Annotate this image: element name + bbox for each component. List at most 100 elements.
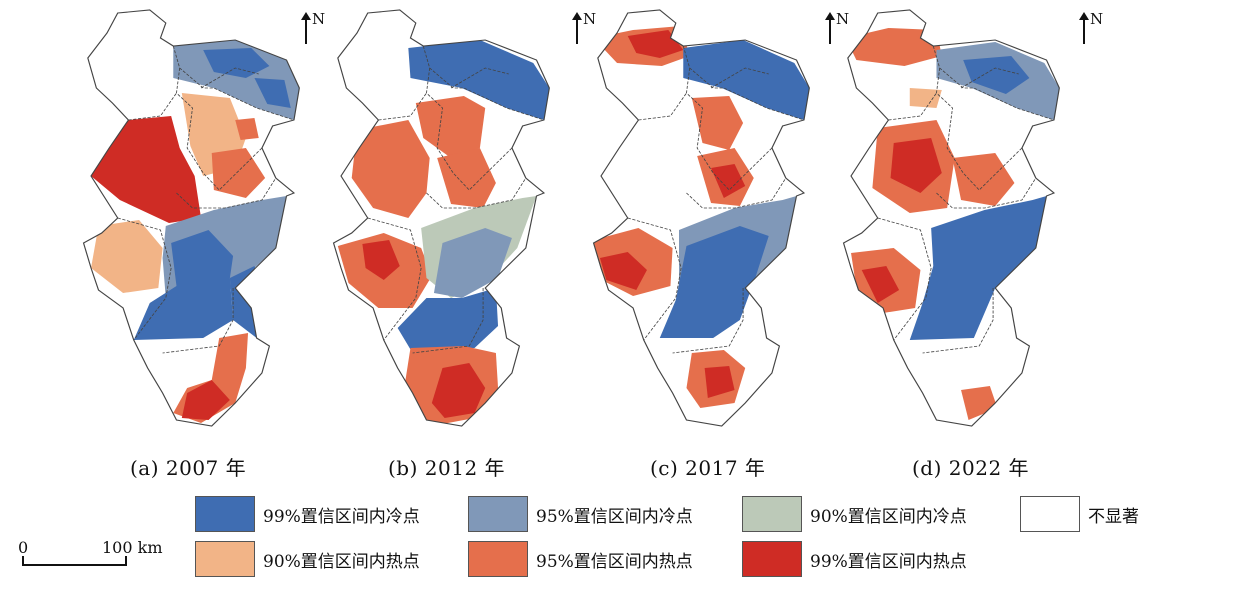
scale-bar: 0 100 km [18,538,178,572]
hotspot-area [909,88,942,108]
coldspot-area [683,40,810,120]
map-panel-2017 [585,8,820,428]
legend-item: 99%置信区间内冷点 [195,495,420,533]
county-boundary [378,92,427,121]
legend-item: 90%置信区间内冷点 [742,495,967,533]
hotspot-area [91,220,163,293]
hotspot-area [362,240,400,280]
hotspot-area [437,148,496,208]
hotspot-area [845,28,942,66]
legend-swatch [195,541,255,577]
county-boundary [936,67,1023,191]
hotspot-area [91,116,202,223]
county-boundary [128,92,177,121]
north-arrow-icon: N [301,10,326,48]
north-arrow-icon: N [572,10,597,48]
region-base [843,10,1060,426]
hotspot-area [351,120,430,218]
county-boundary [686,177,787,209]
scale-end-label: 100 km [102,538,163,557]
legend-swatch [742,496,802,532]
scale-zero-label: 0 [18,538,29,557]
hotspot-area [704,366,735,398]
legend-label: 99%置信区间内冷点 [263,506,420,527]
choropleth-map [592,9,810,427]
county-boundary [200,67,259,89]
legend-swatch [1020,496,1080,532]
county-boundary [162,288,234,354]
hotspot-area [952,153,1015,206]
coldspot-area [659,226,769,338]
legend-label: 95%置信区间内热点 [536,551,693,572]
coldspot-area [408,40,550,120]
choropleth-map [842,9,1060,427]
map-panel-2012 [325,8,560,428]
hotspot-area [415,96,486,158]
hotspot-area [691,96,744,150]
region-outline [842,9,1060,427]
legend-item: 95%置信区间内冷点 [468,495,693,533]
region-outline [592,9,810,427]
region-outline [332,9,550,427]
hotspot-area [211,148,266,198]
coldspot-area [963,56,1030,94]
hotspot-area [711,164,746,198]
panel-caption: (b) 2012 年 [388,456,506,480]
legend-item: 90%置信区间内热点 [195,540,420,578]
county-boundary [426,177,527,209]
county-boundary [176,177,277,209]
coldspot-area [397,288,499,353]
hotspot-area [599,252,647,290]
county-boundary [686,67,773,191]
county-boundary [710,67,769,89]
county-boundary [627,217,682,341]
county-boundary [117,217,172,341]
legend-label: 90%置信区间内冷点 [810,506,967,527]
county-boundary [638,92,687,121]
hotspot-area [890,138,942,193]
legend-label: 99%置信区间内热点 [810,551,967,572]
map-panel-2007 [75,8,310,428]
county-boundary [412,288,484,354]
legend-swatch [742,541,802,577]
legend-label: 90%置信区间内热点 [263,551,420,572]
choropleth-map [332,9,550,427]
county-boundary [888,92,937,121]
county-boundary [682,45,805,121]
coldspot-area [909,196,1047,340]
county-boundary [932,45,1055,121]
region-outline [82,9,300,427]
county-boundary [367,217,422,341]
county-boundary [877,217,932,341]
legend-swatch [468,541,528,577]
hotspot-area [627,30,684,58]
north-arrow-icon: N [1079,10,1104,48]
coldspot-area [203,48,270,78]
panel-caption: (d) 2022 年 [912,456,1030,480]
legend-item: 99%置信区间内热点 [742,540,967,578]
county-boundary [960,67,1019,89]
north-arrow-icon: N [825,10,850,48]
county-boundary [672,288,744,354]
hotspot-area [431,363,486,418]
county-boundary [922,288,994,354]
coldspot-area [254,78,291,108]
county-boundary [422,45,545,121]
panel-caption: (c) 2017 年 [650,456,766,480]
county-boundary [172,45,295,121]
legend-swatch [195,496,255,532]
choropleth-map [82,9,300,427]
county-boundary [936,177,1037,209]
county-boundary [426,67,513,191]
map-panel-2022 [835,8,1070,428]
county-boundary [176,67,263,191]
legend-item: 不显著 [1020,495,1139,533]
coldspot-area [133,230,234,340]
legend-label: 不显著 [1088,506,1139,527]
legend-label: 95%置信区间内冷点 [536,506,693,527]
panel-caption: (a) 2007 年 [130,456,247,480]
county-boundary [450,67,509,89]
region-base [593,10,810,426]
hotspot-area [861,266,900,303]
hotspot-area [235,118,259,140]
